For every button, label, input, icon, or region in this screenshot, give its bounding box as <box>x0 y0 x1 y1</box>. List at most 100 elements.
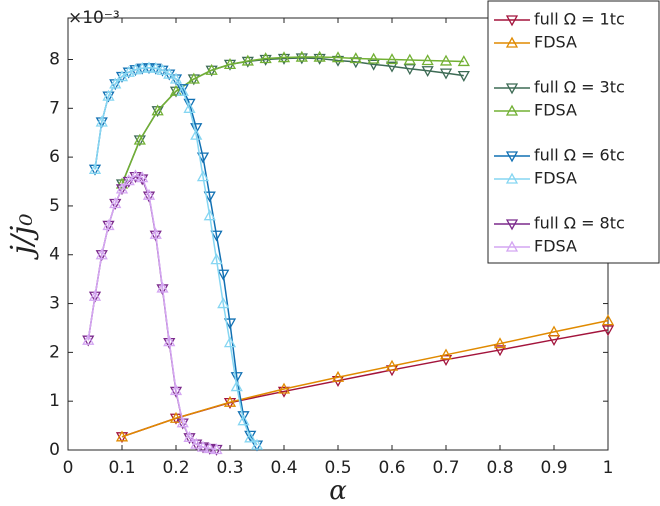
marker <box>88 162 102 174</box>
marker <box>313 53 326 65</box>
marker <box>601 325 615 337</box>
marker <box>295 53 308 65</box>
marker <box>163 335 176 347</box>
marker <box>230 380 243 392</box>
marker <box>169 384 183 396</box>
legend-marker <box>505 104 519 116</box>
y-tick-label: 2 <box>49 342 60 362</box>
legend-marker <box>505 240 519 252</box>
x-tick-label: 0.8 <box>486 458 513 478</box>
marker <box>223 395 237 407</box>
marker <box>385 359 399 371</box>
series-line <box>121 319 609 438</box>
marker <box>156 63 169 75</box>
marker <box>102 219 115 231</box>
x-tick-label: 0.3 <box>216 458 243 478</box>
marker <box>277 51 291 63</box>
y-tick-label: 4 <box>49 245 60 265</box>
marker <box>223 58 237 70</box>
marker <box>331 51 345 63</box>
x-tick-label: 0.4 <box>270 458 297 478</box>
marker <box>244 431 257 443</box>
marker <box>210 443 223 455</box>
x-tick-label: 0.6 <box>378 458 405 478</box>
legend-label: full Ω = 1tc <box>534 10 625 29</box>
marker <box>163 67 176 79</box>
marker <box>277 382 291 394</box>
marker <box>210 230 223 242</box>
marker <box>493 337 507 349</box>
y-tick-label: 3 <box>49 294 60 314</box>
marker <box>142 61 156 73</box>
marker <box>109 197 122 209</box>
marker <box>142 188 156 200</box>
marker <box>176 84 189 96</box>
marker <box>237 414 250 426</box>
marker <box>169 72 183 84</box>
legend-box <box>487 0 660 264</box>
marker <box>457 55 470 67</box>
marker <box>230 372 243 384</box>
series-line <box>121 329 609 438</box>
x-tick-label: 0.9 <box>540 458 567 478</box>
y-axis-label: j/j₀ <box>5 214 40 261</box>
marker <box>210 253 223 265</box>
marker <box>82 333 95 345</box>
y-tick-label: 0 <box>49 440 60 460</box>
legend-marker <box>505 219 519 231</box>
marker <box>223 336 237 348</box>
legend-marker <box>505 172 519 184</box>
legend-marker <box>505 151 519 163</box>
marker <box>183 433 196 445</box>
marker <box>250 438 264 450</box>
marker <box>385 61 399 73</box>
marker <box>190 128 203 140</box>
marker <box>244 430 257 442</box>
marker <box>109 77 122 89</box>
marker <box>439 54 453 66</box>
marker <box>223 318 237 330</box>
marker <box>133 133 146 145</box>
marker <box>421 54 434 66</box>
marker <box>102 89 115 101</box>
marker <box>237 411 250 423</box>
y-tick-label: 5 <box>49 196 60 216</box>
marker <box>385 53 399 65</box>
marker <box>95 115 108 127</box>
marker <box>136 171 149 183</box>
y-tick-label: 1 <box>49 391 60 411</box>
marker <box>176 416 189 428</box>
marker <box>115 182 129 194</box>
marker <box>403 64 416 76</box>
legend-label: FDSA <box>534 237 577 256</box>
x-tick-label: 0.5 <box>324 458 351 478</box>
x-tick-label: 0 <box>63 458 74 478</box>
marker <box>190 123 203 135</box>
x-tick-label: 0.2 <box>162 458 189 478</box>
x-tick-label: 1 <box>603 458 614 478</box>
marker <box>439 68 453 80</box>
y-tick-label: 7 <box>49 98 60 118</box>
legend-marker <box>505 83 519 95</box>
marker <box>149 227 162 239</box>
legend-label: FDSA <box>534 33 577 52</box>
marker <box>88 289 102 301</box>
x-tick-label: 0.7 <box>432 458 459 478</box>
marker <box>277 386 291 398</box>
marker <box>196 440 210 452</box>
marker <box>203 209 216 221</box>
marker <box>196 170 210 182</box>
marker <box>259 54 272 66</box>
marker <box>367 59 380 71</box>
marker <box>439 355 453 367</box>
marker <box>190 437 203 449</box>
marker <box>259 52 272 64</box>
marker <box>601 314 615 326</box>
marker <box>129 169 142 181</box>
y-tick-label: 8 <box>49 49 60 69</box>
marker <box>241 54 254 66</box>
marker <box>457 70 470 82</box>
marker <box>169 411 183 423</box>
marker <box>421 66 434 78</box>
legend-label: full Ω = 6tc <box>534 146 625 165</box>
